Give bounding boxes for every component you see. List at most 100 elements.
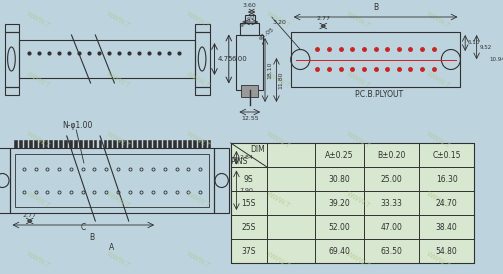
Text: N-φ1.00: N-φ1.00: [62, 121, 93, 130]
Text: 24.70: 24.70: [436, 198, 458, 207]
Text: 3.60: 3.60: [243, 3, 257, 8]
Bar: [236, 35, 263, 90]
Text: 15S: 15S: [241, 198, 256, 207]
Text: φ3.20: φ3.20: [238, 13, 256, 28]
Bar: [94, 140, 97, 148]
Text: 63.50: 63.50: [381, 247, 403, 255]
Text: WWW.T: WWW.T: [426, 11, 451, 29]
Bar: [183, 140, 186, 148]
Text: WWW.T: WWW.T: [346, 191, 371, 209]
Text: 39.20: 39.20: [328, 198, 350, 207]
Bar: [19, 40, 196, 78]
Bar: [69, 140, 72, 148]
Text: 2.77: 2.77: [316, 16, 330, 21]
Bar: [123, 140, 126, 148]
Text: WWW.T: WWW.T: [266, 71, 291, 89]
Text: 6.00: 6.00: [232, 56, 247, 62]
Bar: [5, 24, 19, 32]
Text: WWW.T: WWW.T: [105, 11, 131, 29]
Bar: [203, 140, 206, 148]
Bar: [196, 24, 210, 32]
Bar: [138, 140, 141, 148]
Bar: [44, 140, 47, 148]
Text: A±0.25: A±0.25: [325, 150, 354, 159]
Text: WWW.T: WWW.T: [186, 11, 211, 29]
Text: PINS: PINS: [230, 156, 247, 165]
Bar: [109, 140, 111, 148]
Text: WWW.T: WWW.T: [186, 131, 211, 149]
Bar: [153, 140, 156, 148]
Text: 9.52: 9.52: [479, 45, 492, 50]
Text: WWW.T: WWW.T: [25, 191, 51, 209]
Text: WWW.T: WWW.T: [186, 191, 211, 209]
Bar: [0, 148, 10, 213]
Text: WWW.T: WWW.T: [346, 11, 371, 29]
Text: WWW.T: WWW.T: [266, 191, 291, 209]
Bar: [83, 140, 87, 148]
Text: 7.90: 7.90: [239, 188, 253, 193]
Text: 25S: 25S: [241, 222, 256, 232]
Bar: [24, 140, 27, 148]
Bar: [104, 140, 107, 148]
Bar: [158, 140, 161, 148]
Text: 6.10: 6.10: [468, 41, 480, 45]
Text: WWW.T: WWW.T: [25, 71, 51, 89]
Text: WWW.T: WWW.T: [266, 11, 291, 29]
Text: 30.80: 30.80: [328, 175, 350, 184]
Bar: [133, 140, 136, 148]
Text: 25.00: 25.00: [381, 175, 403, 184]
Bar: [196, 87, 210, 95]
Bar: [178, 140, 181, 148]
Text: B: B: [373, 3, 378, 12]
Bar: [163, 140, 166, 148]
Text: 2.84: 2.84: [239, 155, 253, 160]
Bar: [64, 140, 67, 148]
Bar: [59, 140, 62, 148]
Text: WWW.T: WWW.T: [105, 191, 131, 209]
Text: WWW.T: WWW.T: [346, 131, 371, 149]
Text: WWW.T: WWW.T: [105, 71, 131, 89]
Text: B±0.20: B±0.20: [378, 150, 406, 159]
Bar: [34, 140, 37, 148]
Text: WWW.T: WWW.T: [25, 131, 51, 149]
FancyBboxPatch shape: [241, 85, 259, 97]
Text: 4.75: 4.75: [217, 56, 233, 62]
Text: WWW.T: WWW.T: [266, 251, 291, 269]
Text: WWW.T: WWW.T: [426, 131, 451, 149]
Text: WWW.T: WWW.T: [266, 131, 291, 149]
Text: WWW.T: WWW.T: [105, 131, 131, 149]
Bar: [118, 140, 121, 148]
Bar: [291, 32, 460, 87]
Bar: [168, 140, 171, 148]
Bar: [19, 140, 22, 148]
Bar: [208, 140, 210, 148]
Text: WWW.T: WWW.T: [346, 251, 371, 269]
Text: φ1.05: φ1.05: [258, 27, 275, 41]
Text: 3.20: 3.20: [273, 19, 287, 24]
Bar: [89, 140, 92, 148]
Text: 33.33: 33.33: [381, 198, 403, 207]
Bar: [15, 154, 209, 207]
Text: WWW.T: WWW.T: [426, 71, 451, 89]
Text: WWW.T: WWW.T: [105, 251, 131, 269]
Text: 11.80: 11.80: [278, 71, 283, 89]
Text: WWW.T: WWW.T: [346, 71, 371, 89]
Text: 16.30: 16.30: [436, 175, 458, 184]
Bar: [74, 140, 76, 148]
Bar: [188, 140, 191, 148]
Text: 54.80: 54.80: [436, 247, 458, 255]
Bar: [5, 32, 19, 87]
Text: 10.94: 10.94: [489, 57, 503, 62]
Text: 18.10: 18.10: [267, 61, 272, 79]
Bar: [114, 140, 116, 148]
Text: 47.00: 47.00: [381, 222, 403, 232]
Bar: [14, 140, 17, 148]
Text: 52.00: 52.00: [328, 222, 350, 232]
Text: A: A: [109, 243, 115, 252]
Bar: [231, 143, 474, 263]
Text: WWW.T: WWW.T: [426, 251, 451, 269]
Bar: [39, 140, 42, 148]
Bar: [240, 23, 259, 35]
Bar: [5, 87, 19, 95]
Text: P.C.B.PLYOUT: P.C.B.PLYOUT: [355, 90, 403, 99]
